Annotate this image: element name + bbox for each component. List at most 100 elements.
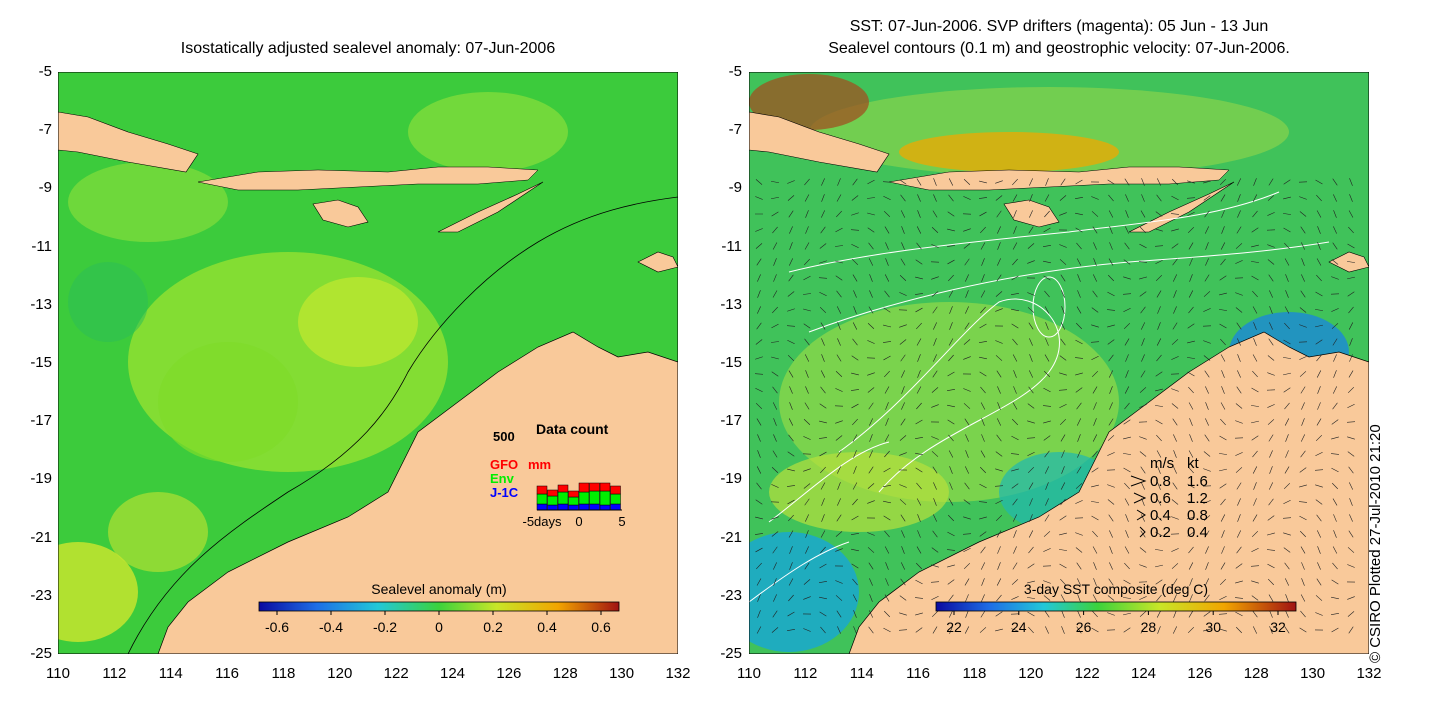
velocity-arrow — [883, 307, 891, 313]
velocity-arrow — [979, 483, 987, 489]
velocity-arrow — [1155, 228, 1163, 232]
velocity-arrow — [1124, 546, 1130, 554]
velocity-arrow — [837, 626, 841, 634]
velocity-arrow — [1235, 611, 1243, 617]
velocity-arrow — [852, 338, 858, 346]
velocity-arrow — [915, 419, 923, 425]
velocity-arrow — [963, 179, 971, 185]
velocity-arrow — [1347, 291, 1355, 297]
velocity-arrow — [1061, 626, 1065, 634]
velocity-arrow — [819, 403, 827, 409]
velocity-arrow — [1011, 418, 1019, 426]
velocity-arrow — [1332, 562, 1338, 570]
velocity-arrow — [1220, 402, 1226, 410]
velocity-arrow — [1189, 578, 1193, 586]
y-tick-label: -23 — [30, 586, 52, 604]
x-tick-label: 112 — [793, 665, 818, 682]
velocity-arrow — [1141, 194, 1145, 202]
velocity-arrow — [1204, 434, 1210, 442]
velocity-arrow — [1332, 498, 1338, 506]
velocity-arrow — [1028, 482, 1034, 490]
velocity-arrow — [1123, 612, 1131, 616]
velocity-arrow — [1107, 339, 1115, 345]
velocity-arrow — [949, 626, 953, 634]
velocity-arrow — [1092, 610, 1098, 618]
velocity-arrow — [1188, 402, 1194, 410]
velocity-arrow — [1283, 357, 1291, 359]
velocity-arrow — [979, 356, 987, 360]
velocity-arrow — [1060, 498, 1066, 506]
velocity-arrow — [1171, 243, 1179, 249]
velocity-arrow — [1253, 178, 1257, 186]
velocity-arrow — [1011, 293, 1019, 295]
velocity-arrow — [1301, 418, 1305, 426]
velocity-arrow — [869, 434, 873, 442]
velocity-arrow — [1093, 418, 1097, 426]
velocity-arrow — [1267, 244, 1275, 248]
velocity-arrow — [1091, 370, 1099, 378]
velocity-arrow — [1139, 611, 1147, 617]
velocity-arrow — [1029, 210, 1033, 218]
x-tick-label: 124 — [1131, 665, 1157, 682]
velocity-arrow — [1331, 419, 1339, 425]
velocity-arrow — [1219, 275, 1227, 281]
velocity-arrow — [1314, 469, 1324, 471]
velocity-arrow — [1124, 178, 1130, 186]
velocity-arrow — [867, 227, 875, 233]
velocity-arrow — [996, 594, 1002, 602]
velocity-arrow — [1012, 562, 1018, 570]
velocity-arrow — [755, 179, 763, 185]
velocity-arrow — [803, 596, 811, 600]
y-tick-label: -23 — [720, 586, 742, 604]
velocity-arrow — [915, 467, 923, 473]
velocity-arrow — [997, 242, 1001, 250]
velocity-arrow — [1317, 242, 1321, 250]
velocity-arrow — [789, 402, 793, 410]
velocity-arrow — [1301, 242, 1305, 250]
velocity-arrow — [773, 578, 777, 586]
velocity-arrow — [964, 482, 970, 490]
velocity-arrow — [1045, 482, 1049, 490]
velocity-arrow — [1077, 578, 1081, 586]
velocity-arrow — [1027, 420, 1035, 424]
velocity-arrow — [1189, 418, 1193, 426]
velocity-arrow — [1059, 515, 1067, 521]
velocity-arrow — [755, 243, 763, 249]
velocity-arrow — [1109, 242, 1113, 250]
sealevel-colorbar-tick-label: -0.4 — [319, 619, 343, 635]
velocity-arrow — [836, 514, 842, 522]
velocity-arrow — [771, 196, 779, 200]
velocity-arrow — [851, 258, 859, 266]
velocity-arrow — [1204, 210, 1210, 218]
velocity-arrow — [1124, 498, 1130, 506]
velocity-arrow — [803, 436, 811, 440]
velocity-arrow — [1107, 435, 1115, 441]
velocity-arrow — [1044, 450, 1050, 458]
velocity-arrow — [931, 547, 939, 553]
velocity-arrow — [869, 418, 873, 426]
velocity-arrow — [963, 196, 971, 200]
data-count-bar — [578, 503, 590, 511]
velocity-arrow — [1187, 226, 1195, 234]
velocity-arrow — [1011, 308, 1019, 312]
velocity-arrow — [1283, 499, 1291, 505]
velocity-arrow — [915, 562, 923, 570]
velocity-arrow — [788, 418, 794, 426]
velocity-arrow — [981, 258, 985, 266]
velocity-arrow — [1221, 210, 1225, 218]
velocity-arrow — [917, 514, 921, 522]
velocity-arrow — [1267, 532, 1275, 536]
velocity-arrow — [1140, 306, 1146, 314]
velocity-arrow — [1331, 579, 1339, 585]
velocity-arrow — [771, 371, 779, 377]
velocity-arrow — [885, 258, 889, 266]
velocity-arrow — [1188, 466, 1194, 474]
velocity-arrow — [867, 547, 875, 553]
velocity-arrow — [1108, 514, 1114, 522]
sealevel-colorbar-tick-label: 0.6 — [591, 619, 611, 635]
velocity-arrow — [1187, 180, 1195, 184]
velocity-arrow — [852, 322, 858, 330]
velocity-arrow — [1141, 338, 1145, 346]
velocity-arrow — [1012, 354, 1018, 362]
velocity-arrow — [1187, 483, 1195, 489]
